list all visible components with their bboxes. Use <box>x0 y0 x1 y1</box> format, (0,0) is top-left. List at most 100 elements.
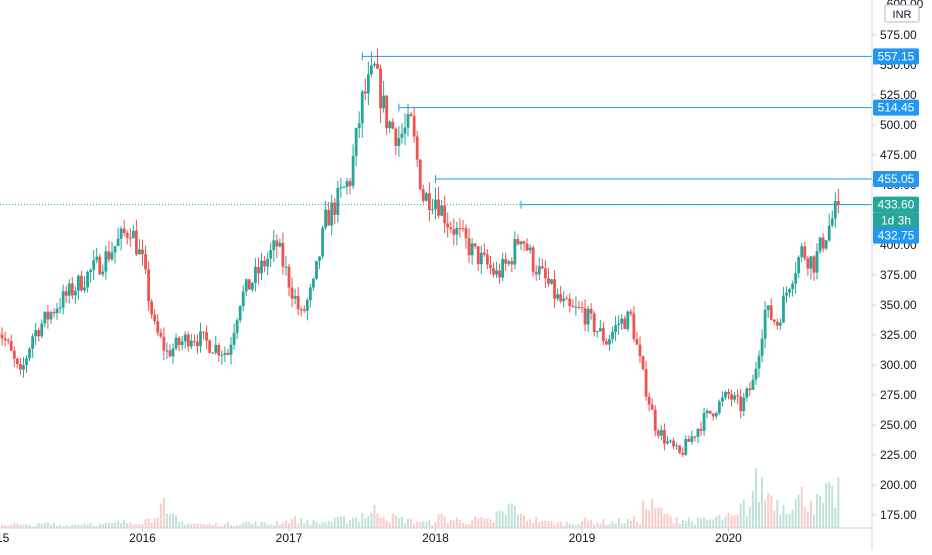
y-tick-label: 575.00 <box>880 28 917 42</box>
volume-bar <box>615 524 617 528</box>
volume-bar <box>590 520 592 528</box>
time-axis[interactable]: 201520162017201820192020 <box>0 528 742 545</box>
volume-bar <box>187 523 189 528</box>
volume-bar <box>718 515 720 528</box>
volume-bar <box>728 513 730 528</box>
volume-bar <box>483 518 485 528</box>
volume-bar <box>199 524 201 528</box>
volume-bar <box>752 491 754 528</box>
currency-badge[interactable]: INR <box>885 5 919 22</box>
volume-bar <box>358 522 360 528</box>
y-tick-label: 475.00 <box>880 148 917 162</box>
candle <box>59 298 62 313</box>
candle <box>257 257 260 284</box>
volume-bar <box>224 524 226 528</box>
volume-bar <box>74 525 76 528</box>
candle <box>507 259 510 266</box>
candle <box>694 436 697 441</box>
volume-bar <box>383 517 385 528</box>
candle <box>364 79 367 101</box>
candle <box>526 238 529 251</box>
candle <box>404 113 407 145</box>
prev-close-tag[interactable]: 432.75 <box>873 228 919 244</box>
volume-bar <box>557 522 559 528</box>
candle <box>462 220 465 232</box>
volume-bar <box>337 517 339 528</box>
candle <box>581 301 584 312</box>
volume-bar <box>496 512 498 528</box>
candle <box>422 185 425 204</box>
candle <box>791 281 794 297</box>
candle <box>162 327 165 360</box>
volume-bar <box>474 516 476 528</box>
level-tag[interactable]: 455.05 <box>873 171 919 187</box>
volume-bar <box>53 523 55 528</box>
candle <box>172 343 175 363</box>
volume-bar <box>300 518 302 528</box>
candle <box>312 277 315 290</box>
candle <box>153 309 156 325</box>
volume-bar <box>639 524 641 528</box>
volume-bar <box>682 520 684 528</box>
current-price-tag[interactable]: 433.60 <box>873 197 919 213</box>
volume-bar <box>120 523 122 528</box>
volume-bar <box>114 523 116 528</box>
candle <box>416 131 419 167</box>
candle <box>718 400 721 415</box>
level-tag[interactable]: 557.15 <box>873 48 919 64</box>
volume-bar <box>779 515 781 528</box>
level-tag[interactable]: 514.45 <box>873 100 919 116</box>
volume-bar <box>740 503 742 528</box>
candle <box>147 262 150 311</box>
volume-bar <box>456 518 458 528</box>
volume-bar <box>297 524 299 528</box>
volume-bar <box>169 514 171 528</box>
volume-bar <box>758 502 760 528</box>
volume-bar <box>529 519 531 528</box>
volume-bar <box>627 519 629 528</box>
candle <box>184 331 187 349</box>
volume-bar <box>630 521 632 528</box>
candle <box>196 334 199 354</box>
volume-bar <box>196 524 198 528</box>
volume-bar <box>737 514 739 528</box>
volume-bar <box>416 522 418 528</box>
candle <box>407 104 410 137</box>
volume-bar <box>242 523 244 528</box>
candle <box>269 243 272 268</box>
volume-bar <box>715 517 717 528</box>
candle <box>297 287 300 315</box>
volume-bar <box>84 523 86 528</box>
candle <box>382 81 385 113</box>
candle <box>657 429 660 439</box>
candle <box>446 213 449 238</box>
candle <box>230 337 233 364</box>
volume-bar <box>572 524 574 528</box>
volume-bar <box>203 524 205 528</box>
volume-bar <box>355 517 357 528</box>
volume-bar <box>41 524 43 528</box>
candle <box>776 319 779 330</box>
level-tag-label: 455.05 <box>878 172 915 186</box>
candle <box>7 338 10 345</box>
candle <box>614 316 617 341</box>
candle <box>513 231 516 269</box>
candle <box>327 202 330 226</box>
candle <box>397 126 400 157</box>
y-tick-label: 250.00 <box>880 418 917 432</box>
candle <box>214 336 217 355</box>
volume-bar <box>569 524 571 528</box>
volume-bar <box>666 514 668 528</box>
volume-bar <box>535 517 537 528</box>
volume-bar <box>538 522 540 528</box>
volume-bar <box>721 520 723 528</box>
candle <box>761 329 764 362</box>
candle <box>611 327 614 344</box>
volume-bar <box>401 517 403 528</box>
candle <box>800 243 803 262</box>
volume-bar <box>102 524 104 528</box>
volume-bar <box>706 520 708 528</box>
volume-bar <box>670 515 672 528</box>
